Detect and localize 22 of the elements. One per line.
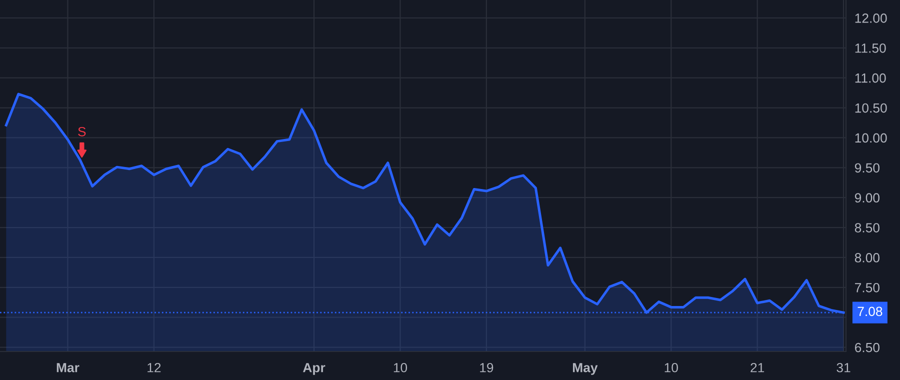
y-tick-label: 9.50	[854, 163, 880, 173]
annotation: S	[78, 126, 86, 136]
y-tick-label: 10.50	[855, 103, 887, 113]
x-tick-label: 19	[480, 362, 494, 372]
y-tick-label: 11.50	[855, 43, 886, 53]
x-tick-label: Mar	[56, 363, 80, 372]
x-tick-label: Apr	[302, 363, 326, 375]
y-tick-label: 10.00	[855, 133, 887, 143]
y-tick-label: 11.00	[855, 73, 886, 83]
x-tick-label: 10	[394, 362, 408, 372]
x-tick-label: 31	[836, 362, 850, 372]
y-tick-label: 12.00	[855, 14, 887, 23]
y-tick-label: 6.50	[855, 342, 880, 352]
y-tick-label: 8.50	[854, 223, 880, 232]
x-tick-label: 10	[664, 362, 678, 372]
x-tick-label: 21	[750, 362, 764, 372]
x-tick-label: 12	[148, 362, 161, 372]
y-tick-label: 8.00	[854, 253, 880, 262]
x-tick-label: May	[572, 363, 598, 375]
y-tick-label: 7.50	[855, 282, 880, 292]
ref-line-label: 7.08	[858, 306, 882, 316]
y-tick-label: 9.00	[854, 193, 880, 203]
